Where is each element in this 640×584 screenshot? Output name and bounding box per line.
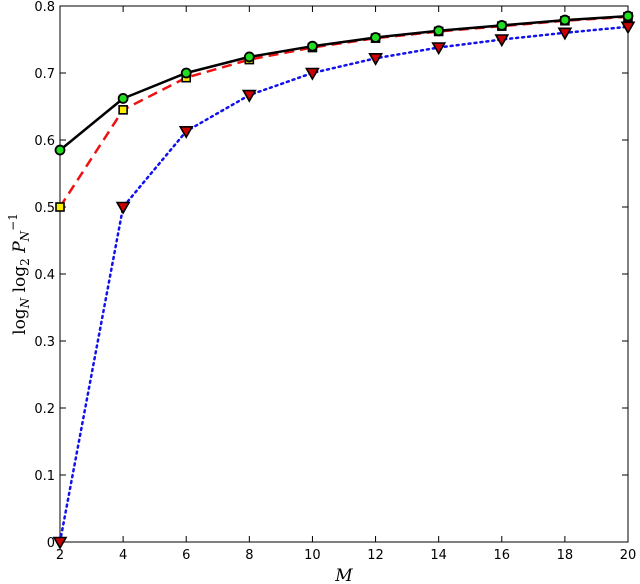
y-tick-label: 0.3 xyxy=(34,335,55,350)
data-point-circle xyxy=(622,10,634,22)
x-tick-label: 2 xyxy=(56,548,64,563)
x-tick-label: 10 xyxy=(304,548,321,563)
y-tick-label: 0.2 xyxy=(34,402,55,417)
plot-area xyxy=(59,5,629,543)
data-point-circle xyxy=(180,67,192,79)
series-line-dotted xyxy=(58,25,630,544)
series-line-solid xyxy=(59,14,629,152)
y-axis-label: logN log2 PN−1 xyxy=(6,213,32,335)
y-tick-label: 0.6 xyxy=(34,134,55,149)
x-tick-labels: 2 4 6 8 10 12 14 16 18 20 xyxy=(56,548,636,563)
y-tick-label: 0.8 xyxy=(34,0,55,15)
data-point-circle xyxy=(496,20,508,31)
data-point-circle xyxy=(307,40,318,52)
data-point-triangle xyxy=(431,42,447,56)
data-point-triangle xyxy=(115,201,131,215)
y-tick-labels: 0 0.1 0.2 0.3 0.4 0.5 0.6 0.7 0.8 xyxy=(34,0,55,551)
data-point-circle xyxy=(370,32,381,43)
x-tick-label: 20 xyxy=(620,548,637,563)
y-tick-label: 0.1 xyxy=(34,469,55,484)
data-point-triangle xyxy=(620,21,636,35)
y-tick-label: 0.4 xyxy=(34,268,55,283)
x-tick-label: 14 xyxy=(430,548,447,563)
x-tick-label: 6 xyxy=(182,548,190,563)
data-point-circle xyxy=(243,51,255,63)
series-lines xyxy=(58,14,630,544)
data-point-triangle xyxy=(178,126,194,139)
series-line-dashed xyxy=(58,15,629,208)
data-point-circle xyxy=(559,14,571,26)
y-tick-label: 0.5 xyxy=(34,201,55,216)
x-tick-label: 18 xyxy=(557,548,574,563)
series-markers xyxy=(52,10,636,550)
data-point-circle xyxy=(54,144,66,156)
y-tick-label: 0.7 xyxy=(34,67,55,82)
data-point-square xyxy=(118,105,128,115)
y-tick-label: 0 xyxy=(47,536,55,551)
x-tick-label: 8 xyxy=(245,548,253,563)
data-point-circle xyxy=(117,93,129,104)
data-point-triangle xyxy=(557,27,573,41)
data-point-square xyxy=(55,202,65,212)
data-point-triangle xyxy=(368,52,383,66)
data-point-circle xyxy=(433,25,445,37)
x-tick-label: 4 xyxy=(119,548,127,563)
axis-ticks xyxy=(59,5,629,543)
data-point-triangle xyxy=(241,89,257,103)
data-point-triangle xyxy=(305,67,320,81)
data-point-triangle xyxy=(494,34,510,48)
x-tick-label: 16 xyxy=(494,548,511,563)
data-point-triangle xyxy=(52,536,68,550)
x-axis-label: M xyxy=(334,566,353,584)
x-tick-label: 12 xyxy=(367,548,384,563)
